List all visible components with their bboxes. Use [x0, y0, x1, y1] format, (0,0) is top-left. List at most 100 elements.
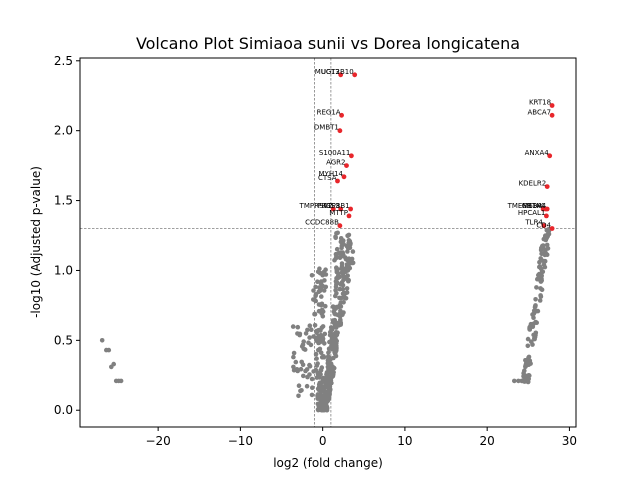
nonsignificant-point: [544, 235, 549, 241]
nonsignificant-point: [308, 342, 314, 348]
nonsignificant-point: [293, 359, 299, 365]
nonsignificant-point: [533, 308, 538, 314]
nonsignificant-point: [338, 322, 344, 327]
nonsignificant-point: [333, 353, 339, 359]
nonsignificant-point: [321, 355, 327, 360]
nonsignificant-point: [324, 407, 330, 413]
gene-label: S100A11: [319, 149, 351, 157]
x-tick-label: −10: [228, 434, 253, 448]
significant-point: [337, 223, 343, 229]
nonsignificant-point: [537, 259, 542, 265]
y-axis-label: -log10 (Adjusted p-value): [29, 166, 43, 318]
nonsignificant-point: [312, 311, 318, 317]
nonsignificant-point: [323, 384, 328, 390]
nonsignificant-point: [314, 329, 320, 334]
significant-point: [349, 153, 354, 159]
nonsignificant-point: [525, 336, 531, 342]
nonsignificant-point: [316, 372, 321, 377]
gene-label: CTSA: [318, 174, 337, 182]
nonsignificant-point: [320, 283, 326, 289]
gene-label: ABCA7: [527, 108, 551, 116]
significant-point: [346, 213, 352, 219]
nonsignificant-point: [340, 268, 346, 274]
nonsignificant-point: [291, 367, 297, 373]
nonsignificant-point: [523, 373, 529, 379]
nonsignificant-point: [323, 401, 329, 407]
nonsignificant-point: [529, 339, 534, 345]
significant-point: [549, 112, 555, 118]
nonsignificant-point: [309, 376, 315, 382]
nonsignificant-point: [309, 327, 314, 333]
gene-label: MYH14: [319, 170, 344, 178]
nonsignificant-point: [320, 336, 326, 342]
gene-label: PRSS3: [317, 202, 339, 210]
x-axis: −20 −10 0 10 20 30: [145, 427, 577, 448]
nonsignificant-point: [323, 380, 328, 386]
nonsignificant-point: [533, 297, 538, 302]
nonsignificant-point: [347, 239, 353, 244]
nonsignificant-point: [303, 331, 309, 336]
nonsignificant-point: [341, 310, 346, 315]
nonsignificant-point: [295, 324, 301, 330]
nonsignificant-point: [315, 407, 321, 412]
y-tick-label: 2.5: [54, 54, 73, 68]
significant-point: [338, 72, 344, 78]
significant-point: [348, 206, 353, 212]
nonsignificant-point: [346, 278, 351, 284]
nonsignificant-point: [307, 335, 312, 340]
nonsignificant-point: [296, 393, 301, 399]
nonsignificant-point: [341, 300, 346, 305]
nonsignificant-point: [350, 260, 356, 266]
nonsignificant-point: [326, 346, 332, 352]
gene-label: MTTP: [329, 209, 348, 217]
nonsignificant-point: [311, 288, 316, 293]
nonsignificant-point: [296, 383, 302, 389]
nonsignificant-point: [523, 363, 528, 368]
significant-point: [330, 206, 336, 212]
nonsignificant-point: [345, 258, 351, 263]
significant-point: [338, 206, 344, 212]
nonsignificant-point: [106, 347, 112, 353]
nonsignificant-point: [538, 293, 543, 298]
gene-label: MUC13: [315, 68, 340, 76]
nonsignificant-point: [316, 387, 322, 393]
nonsignificant-point: [531, 332, 536, 338]
nonsignificant-point: [305, 374, 310, 380]
nonsignificant-point: [336, 250, 342, 256]
y-tick-label: 0.0: [54, 403, 73, 417]
nonsignificant-point: [319, 301, 325, 307]
gene-label: HPCAL1: [518, 209, 546, 217]
nonsignificant-point: [330, 365, 336, 371]
nonsignificant-point: [326, 350, 331, 355]
gene-label: ATP8B1: [323, 202, 349, 210]
nonsignificant-point: [320, 324, 326, 329]
gene-label: AGR2: [326, 159, 345, 167]
x-axis-label: log2 (fold change): [273, 456, 383, 470]
nonsignificant-point: [538, 286, 543, 291]
nonsignificant-point: [320, 388, 325, 393]
nonsignificant-point: [527, 327, 532, 332]
significant-point: [547, 153, 553, 159]
nonsignificant-point: [317, 266, 322, 272]
nonsignificant-point: [531, 321, 536, 327]
nonsignificant-point: [334, 267, 340, 273]
nonsignificant-point: [319, 294, 324, 299]
nonsignificant-point: [301, 346, 307, 352]
nonsignificant-point: [341, 277, 346, 283]
nonsignificant-point: [318, 328, 323, 333]
nonsignificant-point: [297, 332, 303, 338]
nonsignificant-point: [512, 378, 517, 384]
nonsignificant-point: [543, 247, 548, 253]
nonsignificant-point: [338, 318, 343, 324]
nonsignificant-point: [338, 282, 344, 287]
nonsignificant-point: [318, 271, 323, 276]
nonsignificant-point: [527, 373, 532, 378]
nonsignificant-point: [99, 338, 105, 343]
x-tick-label: 30: [562, 434, 577, 448]
nonsignificant-point: [539, 269, 545, 275]
nonsignificant-point: [525, 343, 531, 349]
gene-label: TLR4: [524, 219, 543, 227]
nonsignificant-point: [301, 373, 306, 379]
nonsignificant-point: [290, 324, 296, 329]
